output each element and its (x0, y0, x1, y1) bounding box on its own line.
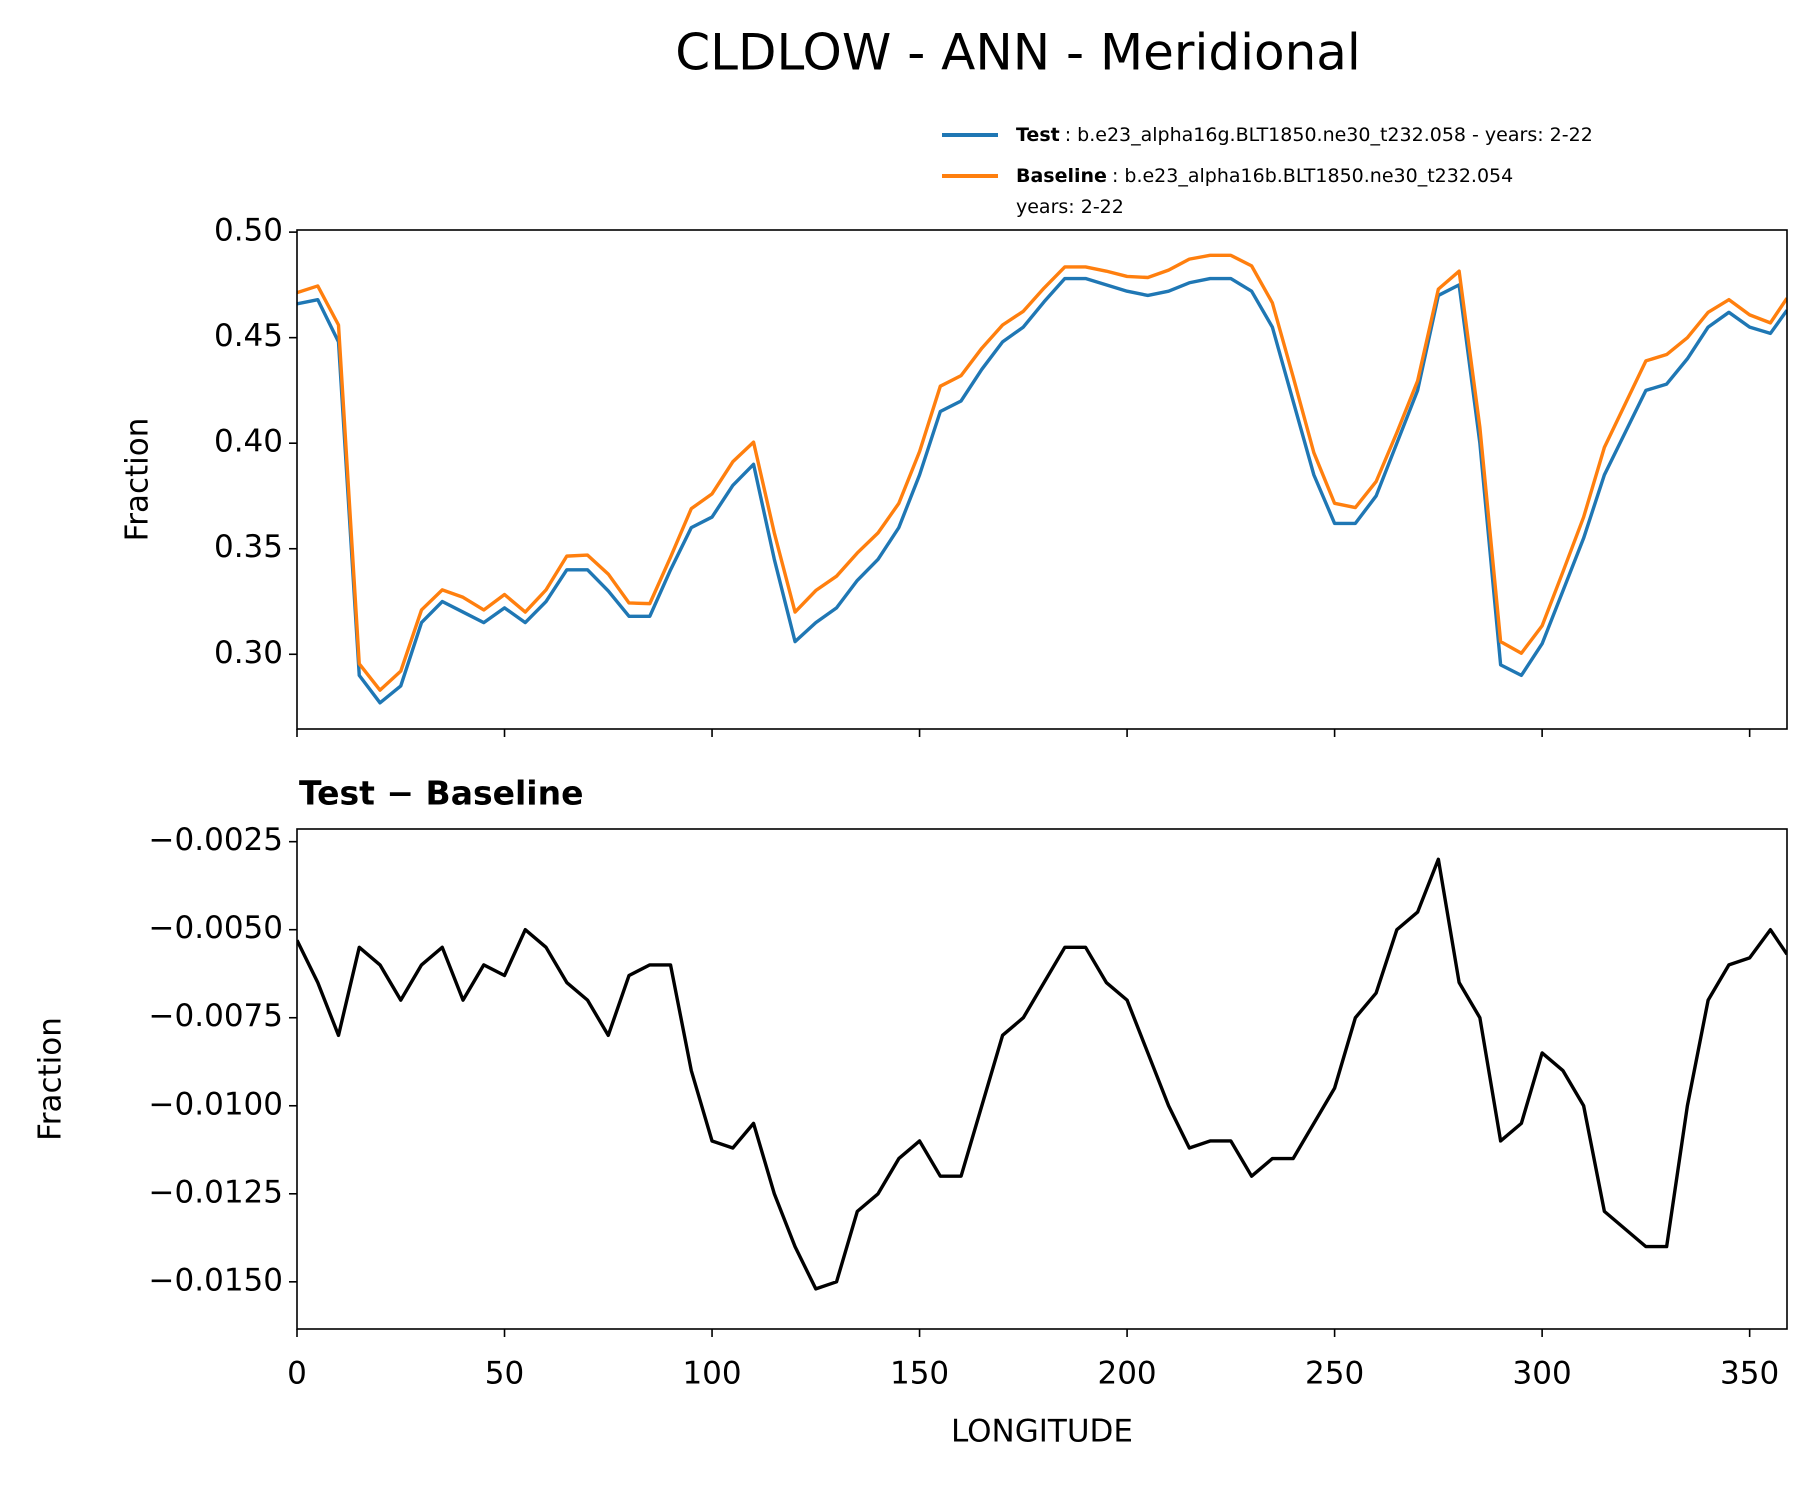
figure-title: CLDLOW - ANN - Meridional (675, 24, 1361, 82)
x-tick-label: 250 (1305, 1356, 1364, 1392)
legend-entry: years: 2-22 (1016, 196, 1124, 218)
y-tick-label: 0.35 (214, 529, 283, 565)
data-line (297, 276, 1787, 705)
legend-entry: Test: b.e23_alpha16g.BLT1850.ne30_t232.0… (1016, 124, 1593, 146)
y-tick-label: −0.0025 (149, 822, 283, 858)
y-tick-label: −0.0100 (149, 1086, 283, 1122)
legend-name: Baseline (1016, 165, 1107, 187)
y-tick-label: −0.0125 (149, 1174, 283, 1210)
x-tick-label: 150 (890, 1356, 949, 1392)
y-tick-label: 0.50 (214, 213, 283, 249)
data-line (297, 857, 1787, 1291)
y-tick-label: −0.0050 (149, 910, 283, 946)
x-axis-label: LONGITUDE (951, 1414, 1133, 1450)
x-tick-label: 50 (485, 1356, 524, 1392)
y-tick-label: 0.40 (214, 424, 283, 460)
legend-entry: Baseline: b.e23_alpha16b.BLT1850.ne30_t2… (1016, 165, 1513, 187)
axes-frame (296, 229, 1788, 730)
legend-description: : b.e23_alpha16b.BLT1850.ne30_t232.054 (1112, 165, 1513, 187)
y-tick-label: 0.30 (214, 635, 283, 671)
plot-area (297, 857, 1787, 1291)
plot-area (297, 253, 1787, 705)
y-axis-label: Fraction (33, 1017, 69, 1141)
axes-title: Test − Baseline (299, 774, 584, 813)
axes-frame (296, 828, 1788, 1330)
legend-name: Test (1016, 124, 1060, 146)
x-tick-label: 0 (287, 1356, 307, 1392)
y-tick-label: −0.0075 (149, 998, 283, 1034)
y-tick-label: 0.45 (214, 318, 283, 354)
x-tick-label: 350 (1720, 1356, 1779, 1392)
x-tick-label: 200 (1097, 1356, 1156, 1392)
legend-description: years: 2-22 (1016, 196, 1124, 218)
y-tick-label: −0.0150 (149, 1262, 283, 1298)
x-tick-label: 100 (682, 1356, 741, 1392)
y-axis-label: Fraction (120, 418, 156, 542)
legend-description: : b.e23_alpha16g.BLT1850.ne30_t232.058 -… (1065, 124, 1593, 146)
x-tick-label: 300 (1513, 1356, 1572, 1392)
data-line (297, 253, 1787, 692)
